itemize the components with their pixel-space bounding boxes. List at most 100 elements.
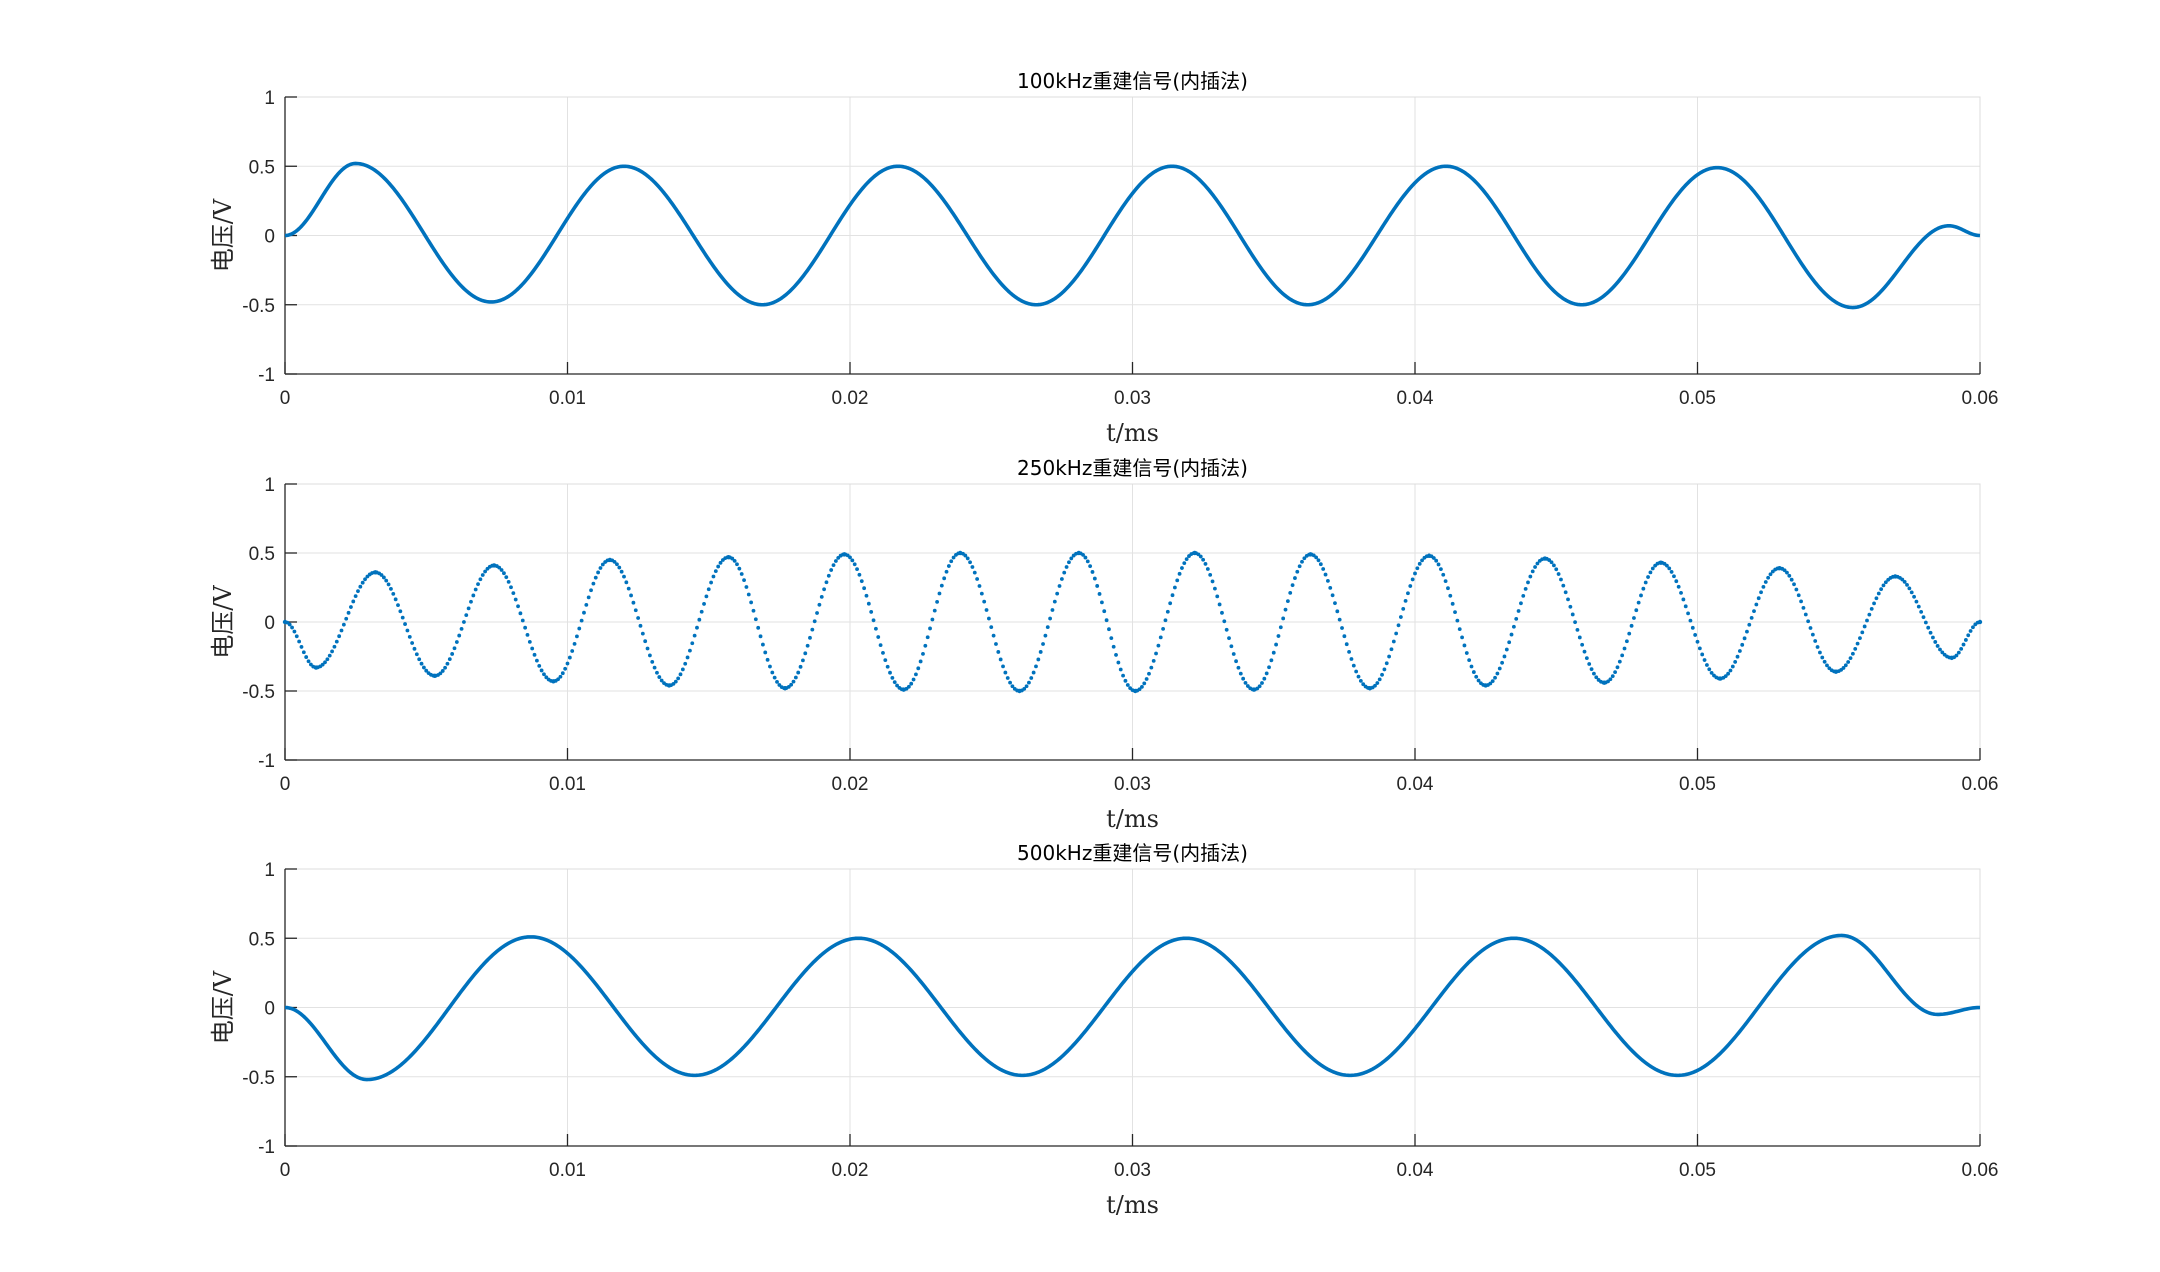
data-point xyxy=(612,559,617,564)
data-point xyxy=(619,569,624,574)
data-point xyxy=(454,640,459,644)
data-point xyxy=(1318,562,1323,567)
data-point xyxy=(1238,671,1243,676)
data-point xyxy=(921,652,925,656)
data-point xyxy=(1024,684,1029,689)
data-point xyxy=(1443,579,1448,584)
data-point xyxy=(1923,620,1928,625)
data-point xyxy=(1295,569,1300,574)
data-point xyxy=(1090,570,1095,574)
data-point xyxy=(1156,643,1161,648)
data-point xyxy=(685,655,690,660)
data-point xyxy=(989,625,994,630)
data-point xyxy=(570,649,575,653)
data-point xyxy=(1865,618,1869,623)
data-point xyxy=(1617,659,1622,664)
data-point xyxy=(1881,583,1886,588)
data-point xyxy=(560,671,565,676)
data-point xyxy=(1971,625,1975,630)
data-point xyxy=(1554,567,1559,572)
data-point xyxy=(1594,675,1599,680)
data-point xyxy=(469,599,473,604)
data-point xyxy=(1050,608,1055,612)
data-point xyxy=(1747,622,1752,627)
data-point xyxy=(1592,671,1596,676)
data-point xyxy=(1290,583,1295,588)
data-point xyxy=(1222,619,1227,624)
data-point xyxy=(633,608,638,613)
data-point xyxy=(584,603,589,607)
data-point xyxy=(320,662,325,667)
data-point xyxy=(323,660,327,665)
data-point xyxy=(1144,677,1149,681)
data-point xyxy=(1431,556,1436,560)
data-point xyxy=(1417,561,1422,566)
data-point xyxy=(1785,570,1789,575)
data-point xyxy=(718,560,723,565)
data-point xyxy=(1940,650,1945,655)
data-point xyxy=(1217,602,1222,607)
data-point xyxy=(1347,649,1351,654)
data-point xyxy=(1241,676,1246,681)
data-point xyxy=(379,573,384,577)
data-point xyxy=(796,670,801,675)
data-point xyxy=(1048,616,1052,621)
data-point xyxy=(341,622,346,627)
data-point xyxy=(1610,674,1615,679)
data-point xyxy=(683,661,688,666)
data-point xyxy=(537,663,542,668)
data-point xyxy=(1521,593,1526,598)
y-tick-label: 0.5 xyxy=(249,157,275,178)
data-point xyxy=(1530,569,1535,574)
data-point xyxy=(579,618,584,623)
data-point xyxy=(770,670,775,675)
data-point xyxy=(393,597,398,602)
data-point xyxy=(1029,676,1034,680)
data-point xyxy=(1909,590,1914,595)
x-tick-label: 0.05 xyxy=(1679,388,1716,409)
data-point xyxy=(1705,663,1709,667)
data-point xyxy=(1278,625,1283,630)
data-point xyxy=(589,588,593,593)
data-point xyxy=(1172,585,1177,590)
data-point xyxy=(1373,683,1377,688)
data-point xyxy=(398,609,403,614)
data-point xyxy=(1022,686,1027,691)
data-point xyxy=(697,617,702,622)
data-point xyxy=(996,650,1001,654)
data-point xyxy=(466,606,471,611)
data-point xyxy=(1213,586,1217,591)
data-point xyxy=(1114,653,1118,657)
data-point xyxy=(593,575,598,580)
data-point xyxy=(384,578,389,583)
data-point xyxy=(523,625,528,630)
data-point xyxy=(1693,633,1698,637)
data-point xyxy=(735,562,739,567)
data-point xyxy=(1300,559,1304,564)
data-point xyxy=(447,657,452,662)
data-point xyxy=(726,554,731,560)
data-point xyxy=(480,573,485,577)
data-point xyxy=(695,625,699,630)
data-point xyxy=(1921,615,1926,620)
data-point xyxy=(1723,674,1728,679)
data-point xyxy=(403,622,407,626)
data-point xyxy=(407,634,412,639)
data-point xyxy=(527,639,532,644)
x-tick-label: 0.05 xyxy=(1679,1160,1716,1181)
data-point xyxy=(1201,557,1206,562)
data-point xyxy=(1387,654,1391,659)
x-tick-label: 0.03 xyxy=(1114,388,1151,409)
data-point xyxy=(1420,558,1424,563)
data-point xyxy=(1274,642,1278,647)
data-point xyxy=(1137,687,1142,692)
x-tick-label: 0.03 xyxy=(1114,774,1151,795)
data-point xyxy=(1034,664,1038,669)
subplot-3: 0 0.01 0.02 0.03 0.04 0.05 0.06 1 0.5 0 -0.5 -1 500k… xyxy=(209,841,1998,1219)
data-point xyxy=(1356,674,1361,679)
data-point xyxy=(970,565,975,569)
data-point xyxy=(1702,658,1707,662)
data-point xyxy=(1523,587,1528,591)
data-point xyxy=(1749,615,1754,620)
data-point xyxy=(1893,574,1898,579)
